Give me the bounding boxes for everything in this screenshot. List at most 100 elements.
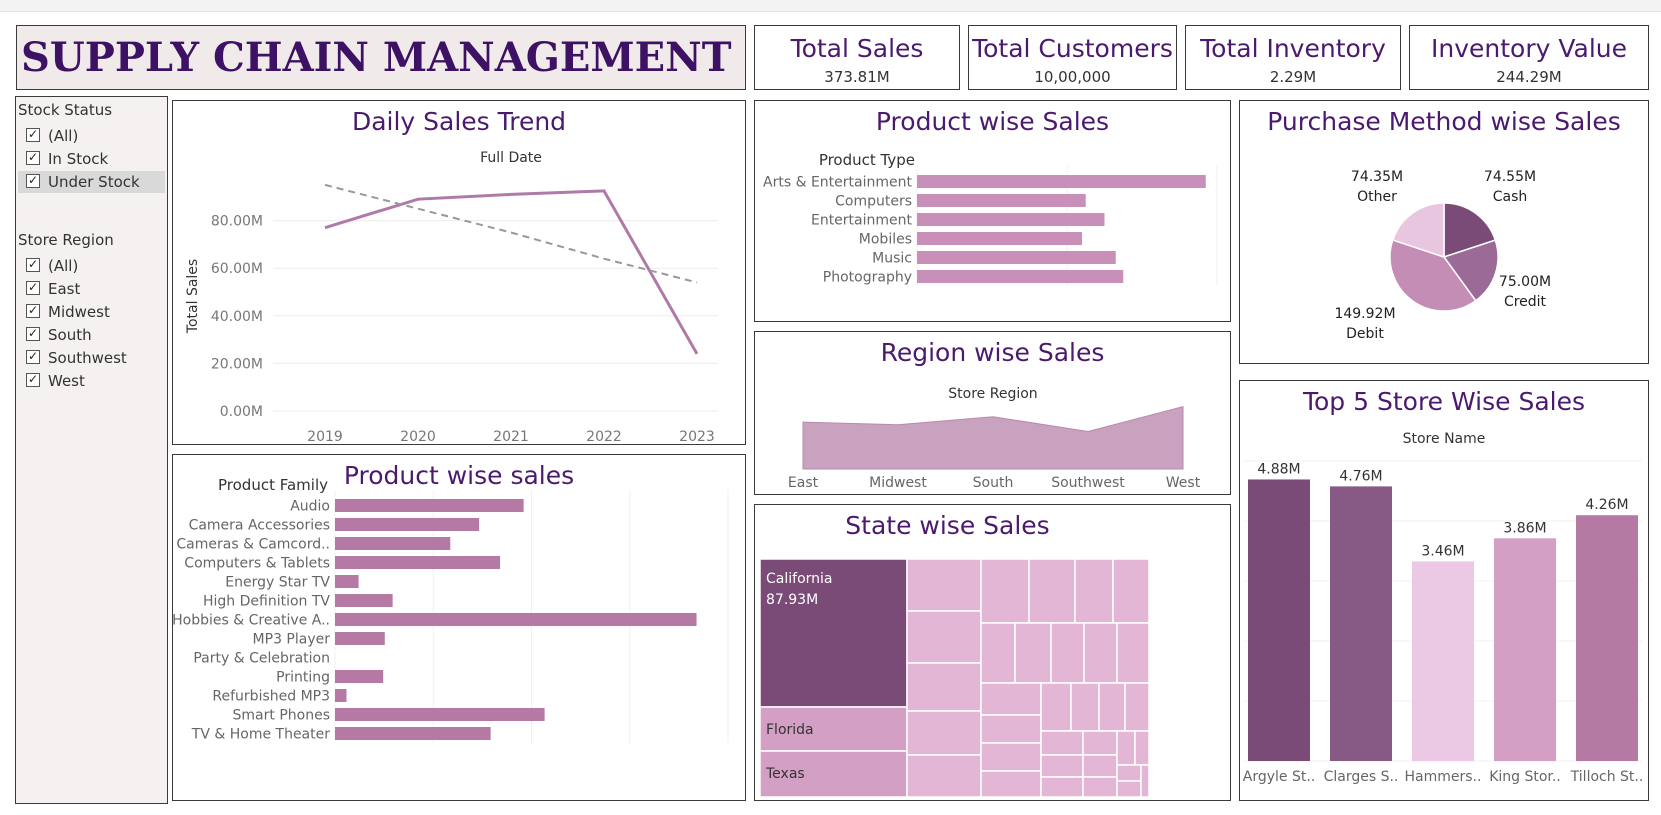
filter-item-under-stock[interactable]: ✓ Under Stock xyxy=(18,171,165,193)
treemap-cell xyxy=(1050,622,1085,684)
category-label: Mobiles xyxy=(859,232,912,248)
category-label: Computers & Tablets xyxy=(184,556,330,572)
filter-item-stock-all[interactable]: ✓ (All) xyxy=(18,125,165,147)
treemap-cell xyxy=(906,710,982,756)
bar xyxy=(917,251,1116,264)
category-label: Music xyxy=(872,251,912,267)
data-label: 3.86M xyxy=(1503,520,1546,536)
sales-line xyxy=(324,189,699,355)
data-label: 4.26M xyxy=(1585,497,1628,513)
bar xyxy=(1412,561,1474,761)
x-tick-label: Southwest xyxy=(1051,475,1125,491)
treemap-cell xyxy=(1028,558,1076,624)
checkbox-icon[interactable]: ✓ xyxy=(26,173,40,188)
filter-item-southwest[interactable]: ✓ Southwest xyxy=(18,347,165,369)
pie-value-label: 75.00M xyxy=(1499,274,1551,290)
category-label: Audio xyxy=(290,499,330,515)
category-label: Energy Star TV xyxy=(225,575,330,591)
pie-value-label: 74.55M xyxy=(1484,169,1536,185)
checkbox-icon[interactable]: ✓ xyxy=(26,280,40,295)
treemap-cell xyxy=(980,682,1042,716)
region-area-chart: Store Region East Midwest South Southwest Wes… xyxy=(788,386,1201,491)
category-label: Computers xyxy=(835,194,912,210)
window-top-strip xyxy=(0,0,1661,12)
bar xyxy=(917,270,1124,283)
filter-item-region-all[interactable]: ✓ (All) xyxy=(18,255,165,277)
treemap-cell xyxy=(1112,558,1150,624)
panel-product-type-sales: Product wise Sales Product Type Arts & En… xyxy=(754,100,1231,322)
kpi-title: Total Sales xyxy=(790,34,924,63)
x-tick-label: Midwest xyxy=(869,475,927,491)
treemap-cell xyxy=(980,742,1042,772)
filter-item-midwest[interactable]: ✓ Midwest xyxy=(18,301,165,323)
x-tick-label: Hammers.. xyxy=(1405,769,1482,785)
chart-subtitle: Store Region xyxy=(948,386,1037,402)
checkbox-icon[interactable]: ✓ xyxy=(26,127,40,142)
bar xyxy=(335,594,393,607)
bar xyxy=(335,670,384,683)
treemap-cell xyxy=(1040,776,1084,798)
x-tick-label: 2023 xyxy=(679,429,715,443)
treemap-cell-texas xyxy=(759,750,908,798)
filter-item-west[interactable]: ✓ West xyxy=(18,370,165,392)
treemap-cell xyxy=(1116,730,1136,766)
panel-daily-sales-trend: Daily Sales Trend Full Date Total Sales 0.… xyxy=(172,100,746,445)
treemap-cell xyxy=(906,558,982,612)
category-label: Refurbished MP3 xyxy=(212,689,330,705)
checkbox-icon[interactable]: ✓ xyxy=(26,372,40,387)
category-label: Arts & Entertainment xyxy=(763,175,912,191)
chart-title: Product wise sales xyxy=(343,461,575,490)
data-label: 4.88M xyxy=(1257,461,1300,477)
treemap-cell xyxy=(906,754,982,798)
filter-header-stock-status: Stock Status xyxy=(18,101,113,119)
kpi-inventory-value: Inventory Value 244.29M xyxy=(1409,25,1649,90)
category-label: TV & Home Theater xyxy=(191,727,330,743)
chart-title: Daily Sales Trend xyxy=(351,107,567,136)
panel-state-sales: State wise Sales California 87.93M Florida… xyxy=(754,504,1231,801)
bar xyxy=(335,708,545,721)
bar xyxy=(335,727,491,740)
data-label: 4.76M xyxy=(1339,468,1382,484)
panel-region-sales: Region wise Sales Store Region East Midwes… xyxy=(754,331,1231,495)
treemap-cell xyxy=(980,622,1016,684)
pie-value-label: 149.92M xyxy=(1334,306,1395,322)
checkbox-icon[interactable]: ✓ xyxy=(26,349,40,364)
line-chart: Full Date Total Sales 0.00M 20.00M 40.00M 60.… xyxy=(185,150,718,443)
filter-item-in-stock[interactable]: ✓ In Stock xyxy=(18,148,165,170)
bar xyxy=(917,232,1082,245)
category-label: High Definition TV xyxy=(203,594,330,610)
treemap-cell xyxy=(1040,682,1072,732)
bar xyxy=(335,613,697,626)
category-label: Hobbies & Creative A.. xyxy=(173,613,330,629)
filter-item-label: In Stock xyxy=(48,150,109,168)
bar xyxy=(1494,538,1556,761)
filter-item-label: (All) xyxy=(48,127,79,145)
y-tick-label: 20.00M xyxy=(211,356,263,372)
kpi-total-customers: Total Customers 10,00,000 xyxy=(968,25,1177,90)
treemap-label: Florida xyxy=(766,722,814,738)
checkbox-icon[interactable]: ✓ xyxy=(26,303,40,318)
treemap-cell xyxy=(1140,764,1150,798)
x-tick-label: 2022 xyxy=(586,429,622,443)
x-tick-label: King Stor.. xyxy=(1489,769,1561,785)
treemap-cell-florida xyxy=(759,706,908,752)
checkbox-icon[interactable]: ✓ xyxy=(26,257,40,272)
filter-item-east[interactable]: ✓ East xyxy=(18,278,165,300)
filter-item-south[interactable]: ✓ South xyxy=(18,324,165,346)
pie-value-label: 74.35M xyxy=(1351,169,1403,185)
chart-title: Purchase Method wise Sales xyxy=(1267,107,1621,136)
treemap-cell xyxy=(906,662,982,712)
filter-item-label: West xyxy=(48,372,85,390)
checkbox-icon[interactable]: ✓ xyxy=(26,326,40,341)
x-tick-label: Argyle St.. xyxy=(1243,769,1316,785)
filter-header-store-region: Store Region xyxy=(18,231,114,249)
treemap-cell xyxy=(1116,622,1150,684)
treemap-cell xyxy=(1124,682,1150,732)
treemap-label: Texas xyxy=(765,766,805,782)
pie-slice xyxy=(1442,239,1499,302)
x-tick-label: West xyxy=(1166,475,1201,491)
bar xyxy=(335,537,451,550)
checkbox-icon[interactable]: ✓ xyxy=(26,150,40,165)
filter-item-label: Midwest xyxy=(48,303,110,321)
product-type-bar-chart: Product Type Arts & Entertainment Computer… xyxy=(763,151,1218,286)
